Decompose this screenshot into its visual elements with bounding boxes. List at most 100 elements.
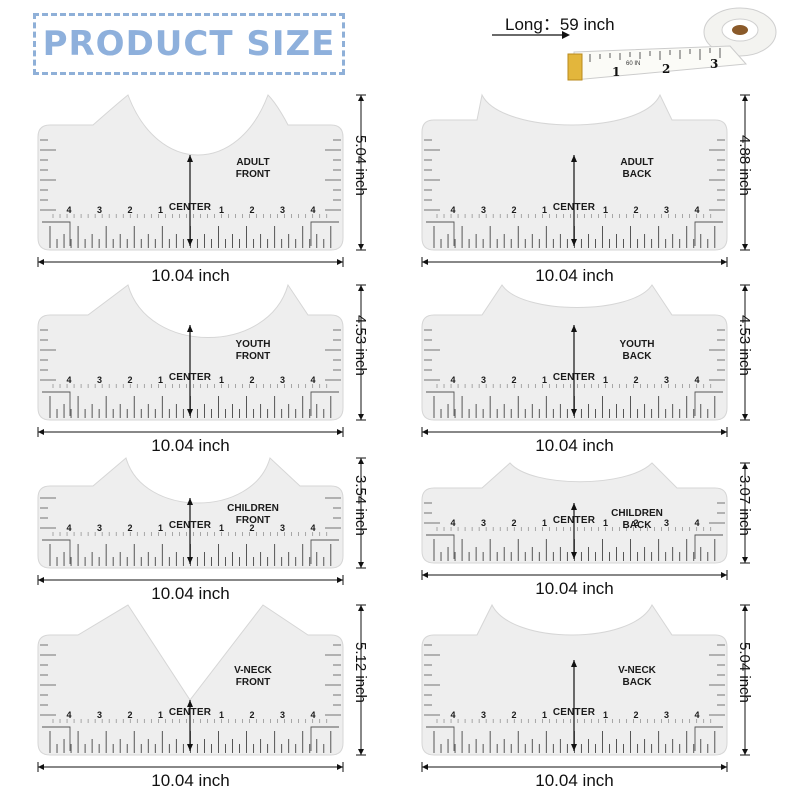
inch-mark: 4 <box>694 205 700 215</box>
inch-mark: 1 <box>157 710 164 720</box>
inch-mark: 3 <box>663 205 670 215</box>
height-dimension-line <box>356 94 366 251</box>
width-dimension-line <box>37 575 344 585</box>
inch-mark: 4 <box>694 710 700 720</box>
inch-mark: 1 <box>541 375 548 385</box>
width-label: 10.04 inch <box>535 771 614 790</box>
tape-small-text: 60 IN <box>626 61 640 67</box>
center-label: CENTER <box>168 707 212 718</box>
center-label: CENTER <box>168 202 212 213</box>
inch-mark: 2 <box>249 710 255 720</box>
ruler-youth-back: 4 3 2 1 1 2 3 4 CENTER YOUTH BACK <box>421 284 728 421</box>
ruler-v-back: 4 3 2 1 1 2 3 4 CENTER V-NECK BACK <box>421 603 728 756</box>
center-label: CENTER <box>552 202 596 213</box>
tape-arrow-icon <box>492 31 570 39</box>
ruler-style-label: V-NECK FRONT <box>234 665 272 688</box>
ruler-adult-back: 4 3 2 1 1 2 3 4 CENTER ADULT BACK <box>421 93 728 251</box>
inch-mark: 2 <box>511 710 517 720</box>
inch-mark: 2 <box>633 375 639 385</box>
height-label: 3.07 inch <box>736 475 753 536</box>
ruler-style-label: CHILDREN FRONT <box>227 503 279 526</box>
inch-mark: 2 <box>633 518 639 528</box>
inch-mark: 1 <box>541 710 548 720</box>
inch-mark: 4 <box>66 523 72 533</box>
inch-mark: 3 <box>279 375 286 385</box>
ruler-shape <box>37 283 344 421</box>
inch-mark: 1 <box>157 205 164 215</box>
height-label: 4.53 inch <box>736 314 753 376</box>
width-label: 10.04 inch <box>535 266 614 285</box>
measuring-tape-icon: 1 2 3 60 IN <box>567 7 777 81</box>
inch-mark: 3 <box>663 518 670 528</box>
inch-mark: 1 <box>218 710 225 720</box>
inch-mark: 4 <box>450 710 456 720</box>
tape-length-label: Long：59 inch <box>505 15 615 34</box>
width-label: 10.04 inch <box>535 579 614 598</box>
inch-mark: 1 <box>218 375 225 385</box>
ruler-style-label: YOUTH BACK <box>619 339 655 362</box>
inch-mark: 2 <box>127 523 133 533</box>
inch-mark: 1 <box>541 518 548 528</box>
ruler-children-back: 4 3 2 1 1 2 3 4 CENTER CHILDREN BACK <box>421 462 728 564</box>
height-dimension-line <box>740 284 750 421</box>
width-dimension-line <box>421 257 728 267</box>
center-label: CENTER <box>552 372 596 383</box>
inch-mark: 4 <box>66 375 72 385</box>
inch-mark: 1 <box>218 523 225 533</box>
inch-mark: 4 <box>694 518 700 528</box>
inch-mark: 2 <box>633 710 639 720</box>
width-dimension-line <box>421 570 728 580</box>
height-dimension-line <box>740 462 750 564</box>
inch-mark: 3 <box>480 205 487 215</box>
inch-mark: 1 <box>602 375 609 385</box>
ruler-shape <box>421 462 728 564</box>
inch-mark: 4 <box>310 523 316 533</box>
height-dimension-line <box>356 604 366 756</box>
inch-mark: 4 <box>310 710 316 720</box>
inch-mark: 2 <box>511 375 517 385</box>
inch-mark: 3 <box>480 375 487 385</box>
inch-mark: 1 <box>157 375 164 385</box>
inch-mark: 3 <box>663 710 670 720</box>
height-label: 5.12 inch <box>352 642 369 703</box>
ruler-style-label: V-NECK BACK <box>618 665 656 688</box>
inch-mark: 4 <box>310 205 316 215</box>
inch-mark: 3 <box>279 523 286 533</box>
width-dimension-line <box>37 427 344 437</box>
height-label: 5.04 inch <box>352 134 369 196</box>
height-label: 4.53 inch <box>352 314 369 376</box>
center-label: CENTER <box>552 707 596 718</box>
inch-mark: 2 <box>633 205 639 215</box>
inch-mark: 3 <box>96 375 103 385</box>
height-dimension-line <box>740 94 750 251</box>
inch-mark: 3 <box>96 523 103 533</box>
page-title: PRODUCT SIZE <box>42 24 336 64</box>
inch-mark: 1 <box>157 523 164 533</box>
inch-mark: 2 <box>127 710 133 720</box>
inch-mark: 1 <box>602 710 609 720</box>
ruler-style-label: ADULT BACK <box>620 157 654 180</box>
ruler-v-front: 4 3 2 1 1 2 3 4 CENTER V-NECK FRONT <box>37 604 344 756</box>
inch-mark: 4 <box>450 205 456 215</box>
height-dimension-line <box>356 284 366 421</box>
inch-mark: 2 <box>249 205 255 215</box>
height-dimension-line <box>740 604 750 756</box>
width-label: 10.04 inch <box>151 266 230 285</box>
inch-mark: 4 <box>450 375 456 385</box>
inch-mark: 2 <box>249 375 255 385</box>
inch-mark: 3 <box>279 710 286 720</box>
ruler-shape <box>37 457 344 569</box>
width-dimension-line <box>421 427 728 437</box>
width-label: 10.04 inch <box>151 436 230 455</box>
width-dimension-line <box>37 257 344 267</box>
inch-mark: 2 <box>511 205 517 215</box>
inch-mark: 3 <box>480 518 487 528</box>
width-label: 10.04 inch <box>535 436 614 455</box>
inch-mark: 4 <box>66 710 72 720</box>
center-label: CENTER <box>168 520 212 531</box>
height-label: 4.88 inch <box>736 134 753 196</box>
ruler-style-label: CHILDREN BACK <box>611 508 663 531</box>
height-dimension-line <box>356 457 366 569</box>
height-label: 5.04 inch <box>736 642 753 703</box>
inch-mark: 2 <box>511 518 517 528</box>
